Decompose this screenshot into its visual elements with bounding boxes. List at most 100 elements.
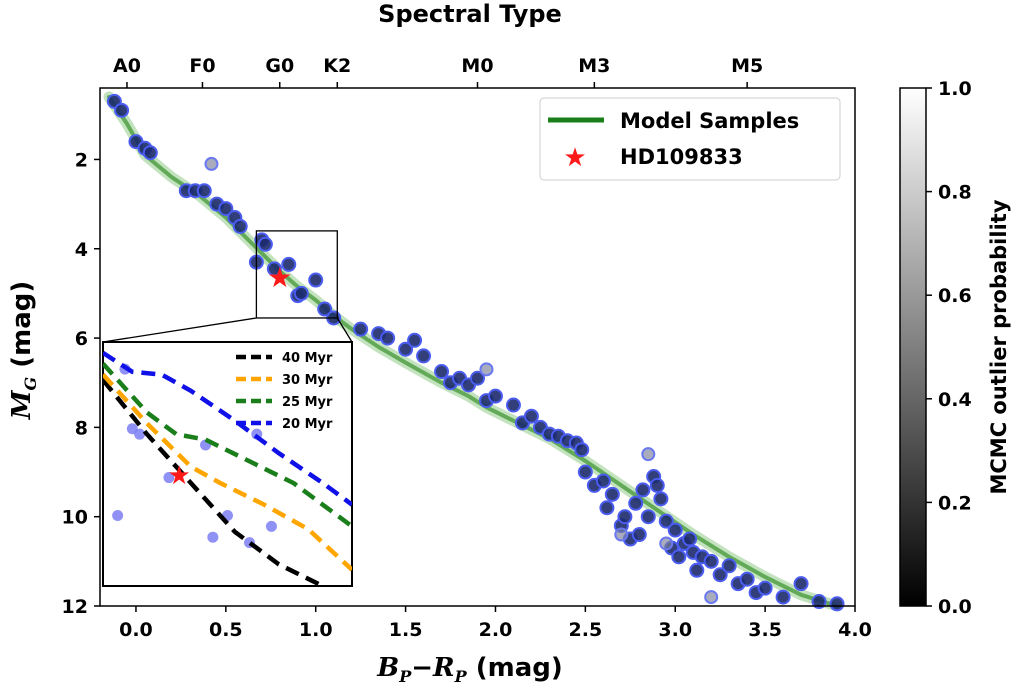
main-plot-area: ★ 0.0 0.5 1.0 1.5 2.0 2.5 3.0 3.5 4.0 2 4 6 8 10 12 A0 F0… — [62, 55, 872, 641]
inset-frame — [102, 341, 353, 587]
outlier-point — [614, 527, 629, 542]
top-tick-label: G0 — [265, 55, 294, 77]
y-tick-label: 8 — [75, 417, 88, 439]
x-tick-label: 0.0 — [119, 619, 153, 641]
data-point — [739, 571, 755, 587]
xlabel-unit: (mag) — [467, 653, 563, 683]
y-tick-label: 2 — [75, 149, 88, 171]
legend: Model Samples ★ HD109833 — [539, 97, 841, 181]
colorbar-tick-label: 0.2 — [938, 492, 972, 514]
xlabel-minus: − — [411, 653, 433, 683]
top-tick-label: M0 — [461, 55, 493, 77]
top-tick-label: K2 — [323, 55, 351, 77]
x-tick-label: 3.5 — [748, 619, 782, 641]
top-tick-label: M3 — [578, 55, 610, 77]
data-point — [640, 509, 656, 525]
data-point — [505, 397, 521, 413]
highlight-star-icon: ★ — [267, 261, 292, 294]
data-point — [470, 370, 485, 386]
data-point — [523, 408, 539, 424]
data-point — [599, 500, 615, 516]
data-point — [218, 201, 234, 217]
data-point — [811, 594, 827, 610]
data-point — [308, 272, 324, 288]
inset-point — [207, 531, 219, 543]
data-point — [689, 562, 705, 578]
data-point — [281, 256, 297, 272]
data-point — [574, 442, 590, 458]
legend-star-icon: ★ — [563, 143, 586, 173]
xlabel-bsub: P — [398, 667, 412, 686]
x-tick-label: 1.5 — [389, 619, 423, 641]
y-tick-label: 4 — [75, 239, 88, 261]
data-point — [793, 576, 809, 592]
legend-model-label: Model Samples — [620, 109, 799, 133]
inset-point — [265, 520, 277, 532]
inset-point — [163, 472, 175, 484]
data-point — [577, 464, 593, 480]
ylabel-sub: G — [21, 377, 40, 391]
inset-plot: ★ 40 Myr 30 Myr 25 Myr 20 Myr — [102, 317, 353, 587]
zoom-box — [255, 230, 338, 319]
colorbar-gradient — [899, 87, 927, 607]
data-point — [604, 486, 620, 502]
colorbar-tick-label: 1.0 — [938, 78, 972, 100]
x-tick-label: 4.0 — [838, 619, 872, 641]
data-point — [353, 321, 369, 337]
data-point — [712, 567, 728, 583]
data-point — [398, 341, 414, 357]
y-tick-label: 6 — [75, 328, 88, 350]
data-point — [317, 301, 333, 317]
y-axis-label: MG (mag) — [7, 281, 40, 421]
data-point — [721, 558, 737, 574]
inset-star-icon: ★ — [168, 461, 191, 491]
xlabel-b: B — [376, 653, 399, 683]
data-point — [628, 495, 644, 511]
data-point — [703, 553, 719, 569]
colorbar: 0.0 0.2 0.4 0.6 0.8 1.0 — [899, 78, 972, 618]
data-point — [649, 477, 665, 493]
data-point — [114, 102, 130, 118]
zoom-connector — [336, 317, 353, 343]
x-tick-label: 0.5 — [209, 619, 243, 641]
inset-point — [134, 428, 146, 440]
data-point — [196, 183, 212, 199]
inset-content: ★ — [103, 350, 352, 586]
data-point — [595, 473, 611, 489]
y-tick-label: 10 — [62, 507, 88, 529]
data-point — [407, 332, 423, 348]
data-point — [257, 236, 273, 252]
x-tick-label: 3.0 — [658, 619, 692, 641]
y-tick-label: 12 — [62, 596, 88, 618]
outlier-point — [641, 447, 656, 462]
x-axis-label: BP−RP (mag) — [376, 653, 563, 686]
top-tick-label: F0 — [189, 55, 215, 77]
isochrone-line — [103, 373, 352, 572]
data-point — [293, 285, 309, 301]
data-point — [617, 509, 633, 525]
outlier-point — [479, 362, 494, 377]
inset-legend-label: 40 Myr — [282, 351, 333, 366]
xlabel-rsub: P — [454, 667, 468, 686]
inset-legend-label: 20 Myr — [282, 417, 333, 432]
data-point — [829, 596, 845, 612]
colorbar-tick-label: 0.6 — [938, 285, 972, 307]
ylabel-m: M — [7, 389, 37, 420]
isochrone-line — [103, 350, 352, 507]
data-point — [380, 330, 396, 346]
colorbar-tick-label: 0.8 — [938, 182, 972, 204]
legend-box — [539, 97, 841, 181]
data-point — [631, 527, 647, 543]
data-point — [434, 364, 450, 380]
data-point — [635, 482, 651, 498]
outlier-point — [204, 156, 219, 171]
ylabel-unit: (mag) — [7, 281, 37, 377]
data-point — [232, 218, 248, 234]
data-point — [487, 388, 503, 404]
data-point — [671, 549, 687, 565]
xlabel-r: R — [432, 653, 455, 683]
colorbar-tick-label: 0.0 — [938, 596, 972, 618]
data-point — [667, 522, 683, 538]
colorbar-label: MCMC outlier probability — [987, 199, 1011, 494]
